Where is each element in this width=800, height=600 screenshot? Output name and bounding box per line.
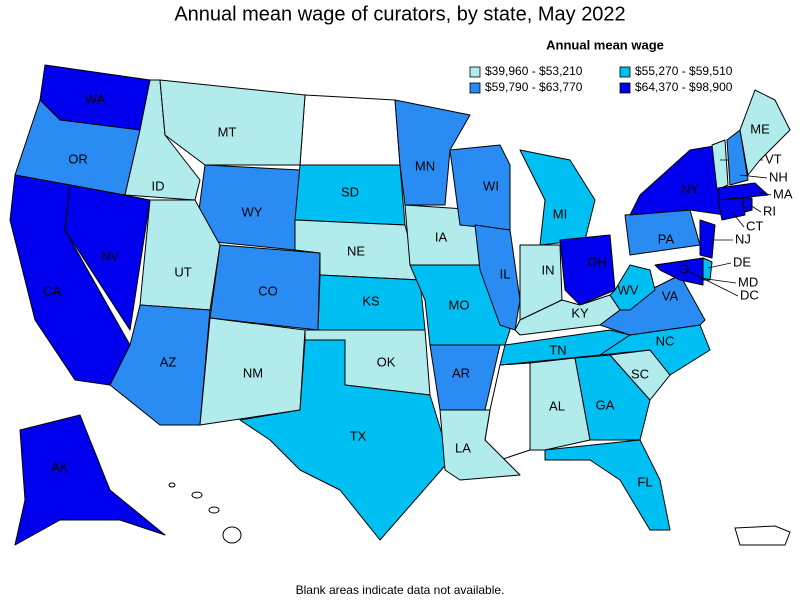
state	[544, 439, 671, 531]
state-label: OK	[377, 354, 396, 369]
state-label: MA	[773, 186, 793, 201]
state-label: MO	[449, 297, 470, 312]
state	[14, 414, 166, 546]
legend-swatch	[469, 66, 481, 78]
state	[439, 409, 521, 481]
state	[449, 144, 511, 231]
leader-line	[683, 268, 739, 297]
legend-swatch	[619, 82, 631, 94]
state-label: NJ	[735, 231, 751, 246]
state-label: KY	[571, 305, 589, 320]
state-label: NY	[681, 181, 699, 196]
state	[609, 264, 656, 311]
leader-line	[739, 174, 768, 179]
state-label: AK	[51, 459, 69, 474]
state	[717, 197, 746, 221]
state	[574, 354, 651, 441]
legend-swatch	[619, 66, 631, 78]
legend-label: $39,960 - $53,210	[485, 64, 583, 78]
blank-state	[299, 94, 401, 166]
state	[529, 357, 591, 451]
state-label: ME	[750, 121, 770, 136]
state	[726, 129, 749, 186]
state	[702, 257, 713, 281]
state-label: DE	[733, 254, 751, 269]
state-label: AZ	[160, 354, 177, 369]
legend-label: $55,270 - $59,510	[635, 64, 733, 78]
footnote: Blank areas indicate data not available.	[296, 583, 505, 597]
state-label: SD	[341, 184, 359, 199]
leader-line	[749, 204, 762, 213]
states: WA OR CA NV ID MT WY UT AZ CO NM SD NE KS OK TX MN IA MO AR…	[9, 64, 793, 546]
state-label: CO	[258, 283, 278, 298]
state	[711, 139, 729, 191]
state-label: CA	[43, 283, 61, 298]
state-label: VA	[662, 288, 679, 303]
state-label: AR	[452, 365, 470, 380]
state-label: CT	[746, 218, 763, 233]
state-label: IA	[435, 229, 448, 244]
state	[741, 197, 753, 213]
state-label: SC	[631, 366, 649, 381]
state	[699, 219, 716, 259]
state-label: IL	[500, 266, 511, 281]
state-label: WY	[242, 204, 263, 219]
state-label: NM	[243, 365, 263, 380]
leader-line	[731, 211, 745, 228]
state-label: TX	[350, 428, 367, 443]
state-label: MI	[553, 206, 567, 221]
leader-line	[699, 277, 737, 284]
state-label: AL	[549, 398, 565, 413]
state	[64, 184, 151, 331]
state	[654, 257, 704, 286]
state-label: NC	[656, 333, 675, 348]
state-label: RI	[763, 203, 776, 218]
state-label: GA	[596, 397, 615, 412]
state	[109, 304, 211, 426]
state-label: DC	[740, 287, 759, 302]
state	[519, 149, 596, 246]
state-label: IN	[542, 262, 555, 277]
state-label: PA	[658, 231, 675, 246]
state-label: ID	[152, 178, 165, 193]
state	[559, 234, 616, 306]
state	[239, 339, 451, 541]
state-label: WV	[618, 282, 639, 297]
state-label: MN	[415, 158, 435, 173]
state-label: OR	[68, 151, 88, 166]
state	[739, 89, 791, 176]
state	[717, 182, 769, 201]
leader-line	[757, 191, 772, 196]
state-label: MT	[218, 124, 237, 139]
legend-swatch	[469, 82, 481, 94]
state-label: NH	[769, 169, 788, 184]
state-label: FL	[637, 474, 652, 489]
state-label: NE	[347, 243, 365, 258]
legend-title: Annual mean wage	[546, 37, 664, 52]
state-label: UT	[174, 264, 191, 279]
blank-islands	[168, 482, 791, 546]
state-label: NV	[101, 248, 119, 263]
state-label: OH	[587, 254, 607, 269]
legend-label: $64,370 - $98,900	[635, 80, 733, 94]
state-label: WI	[483, 178, 499, 193]
state	[629, 144, 726, 216]
map-title: Annual mean wage of curators, by state, …	[174, 3, 625, 25]
state	[159, 79, 306, 166]
state	[139, 199, 221, 311]
leader-line	[707, 262, 732, 269]
state-label: LA	[455, 440, 471, 455]
state-label: KS	[362, 293, 380, 308]
state-label: MD	[738, 274, 758, 289]
state-label: TN	[549, 342, 566, 357]
state-label: WA	[85, 91, 106, 106]
legend-label: $59,790 - $63,770	[485, 80, 583, 94]
state-label: VT	[765, 151, 782, 166]
state	[394, 99, 471, 206]
